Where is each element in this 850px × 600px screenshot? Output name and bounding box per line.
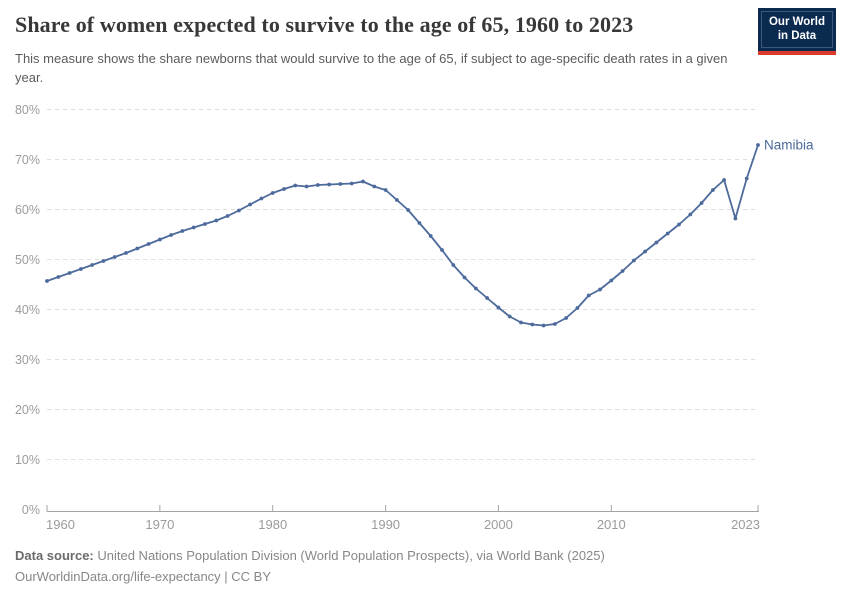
data-point-2015 [665,231,670,236]
data-point-1989 [372,184,377,189]
data-point-1962 [67,271,72,275]
data-point-2003 [530,322,535,327]
data-point-2021 [733,216,738,221]
data-point-1967 [124,251,128,255]
owid-logo-text: Our World in Data [760,11,833,48]
data-point-1969 [146,242,151,246]
x-axis-label-2023: 2023 [731,517,760,532]
owid-logo-line2: in Data [777,30,817,43]
x-axis-label-1990: 1990 [371,517,400,532]
data-point-2001 [507,314,512,319]
y-axis-label-70: 70% [15,153,40,167]
data-point-2004 [541,323,546,328]
data-point-1960 [45,279,49,283]
data-point-1994 [428,234,433,238]
data-point-1988 [361,179,365,184]
y-axis-label-20: 20% [15,403,40,417]
data-point-1966 [112,255,117,259]
x-axis-label-1980: 1980 [258,517,287,532]
data-point-2010 [609,278,614,283]
data-point-2014 [654,240,659,245]
y-axis-label-50: 50% [15,253,40,267]
y-axis-label-40: 40% [15,303,40,317]
data-point-1999 [485,296,489,300]
data-point-2022 [744,176,749,181]
data-point-2000 [496,305,501,310]
data-point-1968 [135,246,140,251]
data-point-2007 [575,306,580,310]
data-source-line: Data source: United Nations Population D… [15,546,835,567]
data-point-1991 [395,198,399,202]
y-axis-label-30: 30% [15,353,40,367]
y-axis-label-60: 60% [15,203,40,217]
data-source-label: Data source: [15,548,94,563]
data-point-1964 [90,263,94,267]
y-axis-label-0: 0% [22,503,40,517]
data-point-2017 [688,212,693,217]
data-point-1974 [203,222,207,226]
chart-title: Share of women expected to survive to th… [15,12,634,37]
data-point-2008 [586,293,591,298]
data-point-2006 [564,316,568,320]
data-point-1986 [338,182,343,186]
series-line-namibia [46,144,759,327]
data-point-2005 [553,322,557,326]
y-axis-label-10: 10% [15,453,40,467]
data-point-1971 [169,233,174,237]
data-point-1965 [101,259,106,263]
data-point-1992 [406,208,410,212]
data-source-text: United Nations Population Division (Worl… [93,548,605,563]
data-point-1984 [316,183,320,187]
data-point-1970 [158,237,162,242]
data-point-1976 [225,214,230,218]
data-point-1961 [56,275,61,279]
data-point-1978 [248,202,253,207]
data-point-2012 [632,258,636,263]
data-point-1985 [327,182,331,187]
x-axis-label-2000: 2000 [484,517,513,532]
data-point-1995 [440,248,444,252]
series-label-namibia: Namibia [764,138,814,153]
data-point-2009 [598,287,602,292]
x-axis-label-1970: 1970 [145,517,174,532]
data-point-1973 [191,225,196,230]
data-point-1979 [259,196,264,201]
data-point-1983 [304,184,309,189]
chart-footer: Data source: United Nations Population D… [15,546,835,588]
x-axis-label-1960: 1960 [46,517,75,532]
data-point-1990 [383,188,388,192]
license-line: OurWorldinData.org/life-expectancy | CC … [15,568,272,584]
data-point-2016 [677,222,681,227]
data-point-2018 [699,201,704,205]
owid-logo-line1: Our World [768,16,825,28]
data-point-1977 [237,208,241,213]
data-point-1975 [214,218,219,223]
data-point-1997 [462,275,467,280]
x-axis-label-2010: 2010 [597,517,626,532]
owid-logo: Our World in Data [757,8,836,55]
data-point-2002 [519,320,523,325]
data-point-1972 [180,229,185,233]
data-point-2020 [722,178,726,182]
chart-subtitle: This measure shows the share newborns th… [15,51,728,85]
data-point-2019 [711,188,715,192]
data-point-2013 [643,249,647,254]
data-point-1981 [282,187,286,191]
data-point-1980 [270,191,275,195]
data-point-1993 [417,221,422,225]
data-point-1963 [79,267,83,271]
data-point-1998 [474,286,478,291]
data-point-2011 [620,269,625,273]
data-point-1982 [293,183,298,188]
data-point-2023 [756,143,760,147]
data-point-1987 [349,181,354,186]
data-point-1996 [451,263,456,267]
y-axis-label-80: 80% [15,103,40,117]
